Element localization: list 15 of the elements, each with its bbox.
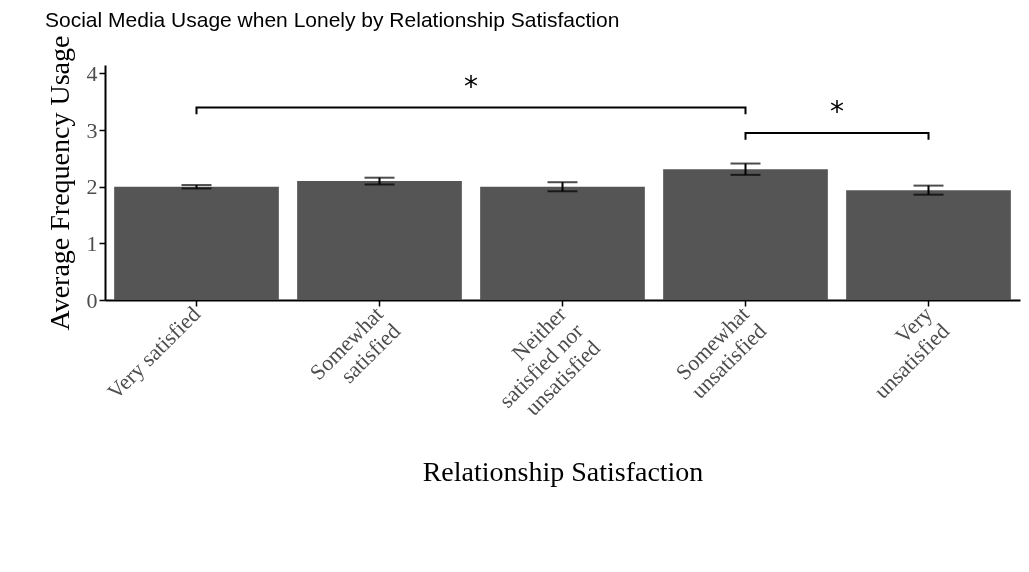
bar xyxy=(846,190,1011,300)
y-tick-label: 4 xyxy=(86,60,98,86)
y-tick-label: 1 xyxy=(86,230,98,256)
x-axis-title: Relationship Satisfaction xyxy=(422,455,704,487)
bar xyxy=(297,181,462,300)
bar xyxy=(480,186,645,300)
y-tick-label: 3 xyxy=(86,117,98,143)
bar xyxy=(663,169,828,300)
bar xyxy=(114,186,279,300)
y-tick-label: 2 xyxy=(86,174,98,200)
chart-title: Social Media Usage when Lonely by Relationship Satisfaction xyxy=(45,8,620,32)
y-axis-title: Average Frequency Usage xyxy=(43,35,75,331)
y-tick-label: 0 xyxy=(86,287,98,313)
annotation: * xyxy=(464,69,478,103)
annotation: * xyxy=(830,95,844,129)
